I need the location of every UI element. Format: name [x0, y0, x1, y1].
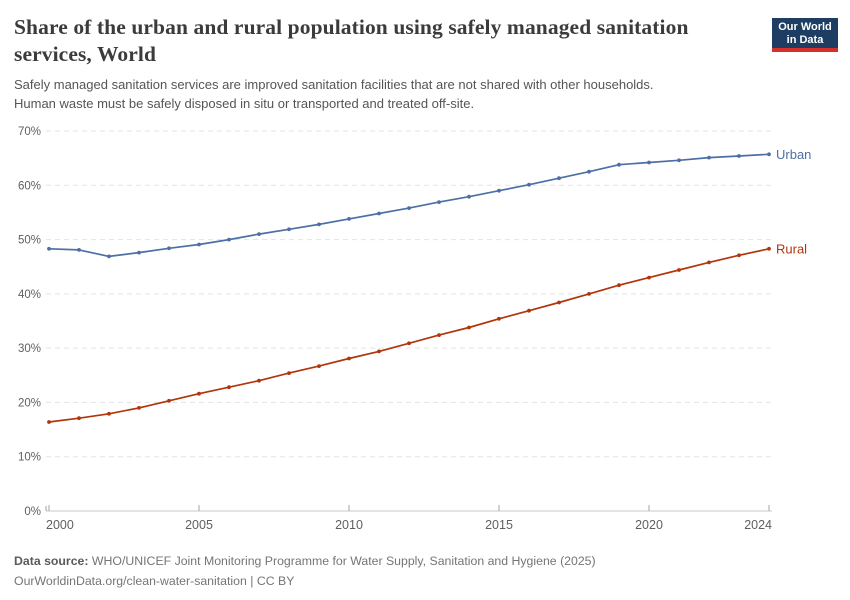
urban-data-point [257, 232, 261, 237]
rural-data-point [107, 411, 111, 416]
data-source-label: Data source: [14, 554, 89, 568]
x-axis-tick-label: 2000 [46, 518, 74, 532]
y-axis-tick-label: 60% [18, 180, 41, 192]
urban-data-point [617, 162, 621, 167]
rural-data-point [767, 246, 771, 251]
data-source-text: WHO/UNICEF Joint Monitoring Programme fo… [88, 554, 596, 568]
urban-data-point [437, 200, 441, 205]
urban-data-point [377, 211, 381, 216]
urban-data-point [107, 254, 111, 259]
rural-data-point [737, 253, 741, 258]
owid-logo-text: Our World in Data [772, 18, 838, 48]
x-axis-tick-label: 2015 [485, 518, 513, 532]
y-axis-tick-label: 20% [18, 397, 41, 409]
urban-data-point [557, 176, 561, 181]
chart-subtitle: Safely managed sanitation services are i… [14, 77, 654, 111]
urban-data-point [287, 227, 291, 232]
owid-logo: Our World in Data [772, 18, 838, 52]
rural-data-point [677, 268, 681, 272]
rural-series-label: Rural [776, 241, 807, 256]
x-axis-tick-label: 2005 [185, 518, 213, 532]
rural-data-point [437, 333, 441, 337]
urban-data-point [227, 237, 231, 242]
rural-data-point [497, 316, 501, 321]
rural-data-point [347, 356, 351, 361]
urban-data-point [677, 158, 681, 163]
urban-data-point [707, 155, 711, 160]
rural-data-point [47, 420, 51, 424]
x-axis-tick-label: 2020 [635, 518, 663, 532]
rural-data-point [257, 378, 261, 383]
rural-data-point [407, 341, 411, 346]
urban-data-point [347, 217, 351, 221]
urban-data-point [137, 250, 141, 255]
y-axis-tick-label: 10% [18, 452, 41, 464]
urban-data-point [587, 169, 591, 174]
rural-data-point [137, 406, 141, 410]
data-source-line: Data source: WHO/UNICEF Joint Monitoring… [14, 551, 814, 571]
chart-footer: Data source: WHO/UNICEF Joint Monitoring… [14, 551, 814, 591]
urban-line [48, 153, 770, 258]
urban-data-point [407, 206, 411, 211]
rural-data-point [227, 385, 231, 390]
rural-data-point [587, 292, 591, 296]
x-axis-tick-label: 2010 [335, 518, 363, 532]
urban-data-point [767, 152, 771, 157]
y-axis-tick-label: 50% [18, 235, 41, 247]
rural-data-point [197, 391, 201, 396]
y-axis-tick-label: 0% [24, 506, 41, 518]
rural-data-point [647, 275, 651, 280]
urban-data-point [197, 242, 201, 247]
y-axis-tick-label: 40% [18, 289, 41, 301]
rural-data-point [287, 371, 291, 375]
rural-data-point [557, 300, 561, 305]
citation-line: OurWorldinData.org/clean-water-sanitatio… [14, 574, 295, 588]
urban-data-point [167, 246, 171, 251]
urban-data-point [77, 248, 81, 252]
urban-data-point [467, 194, 471, 199]
rural-data-point [77, 416, 81, 421]
urban-data-point [737, 154, 741, 158]
owid-logo-red-bar [772, 48, 838, 52]
rural-line [48, 247, 770, 423]
rural-data-point [527, 308, 531, 313]
y-axis-tick-label: 70% [18, 126, 41, 138]
urban-data-point [527, 182, 531, 187]
urban-data-point [497, 188, 501, 193]
chart-title: Share of the urban and rural population … [14, 15, 689, 66]
y-axis-tick-label: 30% [18, 343, 41, 355]
rural-data-point [467, 325, 471, 330]
urban-series-label: Urban [776, 147, 811, 162]
rural-data-point [317, 364, 321, 368]
urban-data-point [47, 246, 51, 251]
rural-data-point [377, 349, 381, 354]
x-axis-tick-label: 2024 [744, 518, 772, 532]
urban-data-point [317, 222, 321, 227]
rural-data-point [707, 260, 711, 265]
rural-data-point [617, 283, 621, 288]
urban-data-point [647, 160, 651, 165]
rural-data-point [167, 398, 171, 403]
